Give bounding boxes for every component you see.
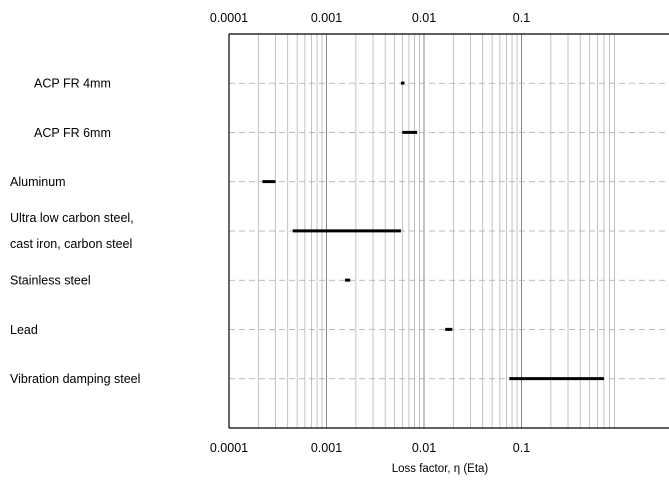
category-label: ACP FR 6mm bbox=[34, 126, 111, 140]
category-label: cast iron, carbon steel bbox=[10, 237, 132, 251]
plot-frame bbox=[228, 33, 669, 429]
bottom-tick-label: 0.001 bbox=[311, 441, 342, 455]
x-axis-title: Loss factor, η (Eta) bbox=[392, 463, 489, 475]
top-tick-label: 0.01 bbox=[412, 11, 436, 25]
top-tick-labels: 0.0001 0.001 0.01 0.1 bbox=[210, 11, 530, 25]
bottom-tick-label: 0.01 bbox=[412, 441, 436, 455]
top-tick-label: 0.1 bbox=[513, 11, 530, 25]
top-tick-label: 0.001 bbox=[311, 11, 342, 25]
category-label: Ultra low carbon steel, bbox=[10, 211, 134, 225]
range-bars bbox=[262, 81, 604, 381]
category-label: Stainless steel bbox=[10, 274, 91, 288]
bottom-tick-label: 0.1 bbox=[513, 441, 530, 455]
category-label: Lead bbox=[10, 323, 38, 337]
bottom-tick-labels: 0.0001 0.001 0.01 0.1 bbox=[210, 441, 530, 455]
top-tick-label: 0.0001 bbox=[210, 11, 248, 25]
category-label: Vibration damping steel bbox=[10, 372, 140, 386]
category-labels: ACP FR 4mm ACP FR 6mm Aluminum Ultra low ca… bbox=[10, 77, 140, 387]
category-label: ACP FR 4mm bbox=[34, 77, 111, 91]
category-label: Aluminum bbox=[10, 175, 66, 189]
bottom-tick-label: 0.0001 bbox=[210, 441, 248, 455]
